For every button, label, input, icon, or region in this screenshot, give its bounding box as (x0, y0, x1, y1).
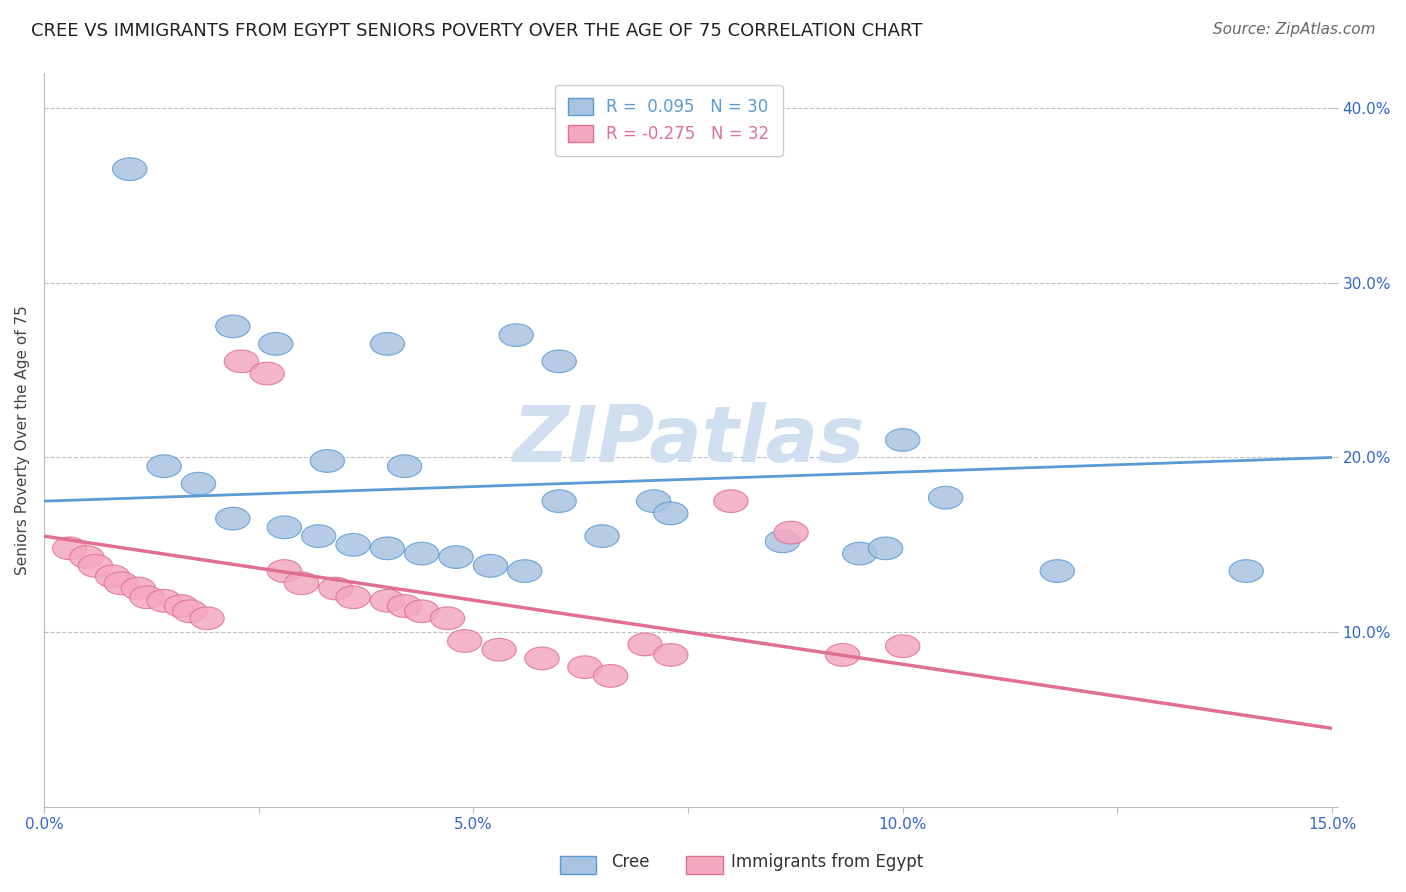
Ellipse shape (259, 333, 292, 355)
Ellipse shape (267, 516, 301, 539)
Ellipse shape (52, 537, 87, 559)
Ellipse shape (370, 590, 405, 612)
Ellipse shape (886, 429, 920, 451)
Ellipse shape (593, 665, 628, 687)
Ellipse shape (1229, 559, 1264, 582)
Ellipse shape (215, 315, 250, 338)
Ellipse shape (886, 635, 920, 657)
Ellipse shape (79, 555, 112, 577)
Ellipse shape (714, 490, 748, 513)
Ellipse shape (541, 350, 576, 373)
Legend: R =  0.095   N = 30, R = -0.275   N = 32: R = 0.095 N = 30, R = -0.275 N = 32 (554, 85, 783, 156)
Ellipse shape (336, 533, 370, 557)
Text: ZIPatlas: ZIPatlas (512, 402, 865, 478)
Ellipse shape (148, 590, 181, 612)
Ellipse shape (181, 472, 215, 495)
Ellipse shape (430, 607, 465, 630)
Ellipse shape (301, 524, 336, 548)
Ellipse shape (121, 577, 156, 600)
Ellipse shape (336, 586, 370, 608)
Ellipse shape (508, 559, 541, 582)
Ellipse shape (447, 630, 482, 652)
Text: Cree: Cree (612, 853, 650, 871)
Ellipse shape (842, 542, 877, 565)
Ellipse shape (637, 490, 671, 513)
Text: Immigrants from Egypt: Immigrants from Egypt (731, 853, 924, 871)
Ellipse shape (311, 450, 344, 472)
Ellipse shape (825, 644, 859, 666)
Ellipse shape (250, 362, 284, 385)
Ellipse shape (96, 565, 129, 588)
Text: CREE VS IMMIGRANTS FROM EGYPT SENIORS POVERTY OVER THE AGE OF 75 CORRELATION CHA: CREE VS IMMIGRANTS FROM EGYPT SENIORS PO… (31, 22, 922, 40)
Ellipse shape (474, 555, 508, 577)
Ellipse shape (267, 559, 301, 582)
Ellipse shape (370, 333, 405, 355)
Ellipse shape (104, 572, 138, 595)
Ellipse shape (405, 542, 439, 565)
Y-axis label: Seniors Poverty Over the Age of 75: Seniors Poverty Over the Age of 75 (15, 305, 30, 574)
Ellipse shape (524, 647, 560, 670)
Ellipse shape (654, 644, 688, 666)
Ellipse shape (370, 537, 405, 559)
Ellipse shape (284, 572, 319, 595)
Ellipse shape (439, 546, 474, 568)
Ellipse shape (628, 633, 662, 656)
Ellipse shape (568, 656, 602, 679)
Ellipse shape (388, 455, 422, 477)
Ellipse shape (869, 537, 903, 559)
Text: Source: ZipAtlas.com: Source: ZipAtlas.com (1212, 22, 1375, 37)
Ellipse shape (541, 490, 576, 513)
Ellipse shape (585, 524, 619, 548)
Ellipse shape (1040, 559, 1074, 582)
Ellipse shape (928, 486, 963, 509)
Ellipse shape (405, 600, 439, 623)
Ellipse shape (482, 639, 516, 661)
Ellipse shape (165, 595, 198, 617)
Ellipse shape (215, 508, 250, 530)
Ellipse shape (190, 607, 224, 630)
Ellipse shape (388, 595, 422, 617)
Ellipse shape (224, 350, 259, 373)
Ellipse shape (70, 546, 104, 568)
Ellipse shape (148, 455, 181, 477)
Ellipse shape (319, 577, 353, 600)
Ellipse shape (773, 521, 808, 544)
Ellipse shape (654, 502, 688, 524)
Ellipse shape (765, 530, 800, 553)
Ellipse shape (112, 158, 148, 180)
Ellipse shape (499, 324, 533, 346)
Ellipse shape (173, 600, 207, 623)
Ellipse shape (129, 586, 165, 608)
